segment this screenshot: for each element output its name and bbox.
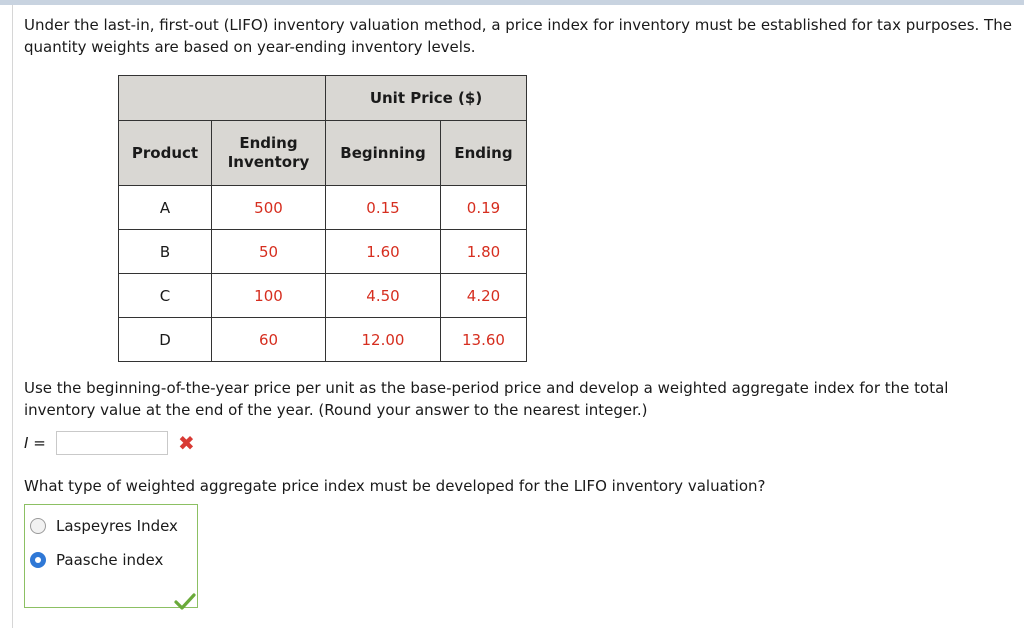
ending-price-cell: 13.60 <box>440 317 527 362</box>
ending-header: Ending <box>440 120 527 186</box>
unit-price-header: Unit Price ($) <box>325 75 527 121</box>
intro-text: Under the last-in, first-out (LIFO) inve… <box>24 16 1012 56</box>
answer-row: I = ✖ <box>24 430 195 456</box>
radio-selected-icon[interactable] <box>30 552 46 568</box>
product-cell: A <box>118 185 212 230</box>
ending-inventory-cell: 60 <box>211 317 326 362</box>
table-row: C 100 4.50 4.20 <box>118 273 527 318</box>
beginning-price-cell: 1.60 <box>325 229 441 274</box>
inventory-table: Unit Price ($) Product Ending Inventory … <box>118 75 527 362</box>
table-row: D 60 12.00 13.60 <box>118 317 527 362</box>
top-bar <box>0 0 1024 5</box>
choice-label: Laspeyres Index <box>56 517 178 535</box>
beginning-price-cell: 0.15 <box>325 185 441 230</box>
ending-inventory-header: Ending Inventory <box>211 120 326 186</box>
table-corner-cell <box>118 75 326 121</box>
table-row: A 500 0.15 0.19 <box>118 185 527 230</box>
x-icon: ✖ <box>178 431 195 455</box>
ending-price-cell: 1.80 <box>440 229 527 274</box>
answer-choices: Laspeyres Index Paasche index <box>24 504 198 610</box>
ending-price-cell: 4.20 <box>440 273 527 318</box>
product-header: Product <box>118 120 212 186</box>
ending-inventory-header-text: Ending Inventory <box>227 134 310 171</box>
index-answer-input[interactable] <box>56 431 168 455</box>
ending-inventory-cell: 50 <box>211 229 326 274</box>
beginning-price-cell: 12.00 <box>325 317 441 362</box>
choice-paasche[interactable]: Paasche index <box>30 549 163 571</box>
product-cell: C <box>118 273 212 318</box>
ending-inventory-cell: 100 <box>211 273 326 318</box>
question-1-text: Use the beginning-of-the-year price per … <box>24 379 949 419</box>
index-label: I = <box>24 434 46 452</box>
beginning-header: Beginning <box>325 120 441 186</box>
table-row: B 50 1.60 1.80 <box>118 229 527 274</box>
choice-laspeyres[interactable]: Laspeyres Index <box>30 515 178 537</box>
radio-unselected-icon[interactable] <box>30 518 46 534</box>
choice-label: Paasche index <box>56 551 164 569</box>
left-border <box>12 5 13 628</box>
product-cell: D <box>118 317 212 362</box>
checkmark-icon <box>174 593 196 610</box>
question-2-text: What type of weighted aggregate price in… <box>24 477 766 495</box>
ending-price-cell: 0.19 <box>440 185 527 230</box>
ending-inventory-cell: 500 <box>211 185 326 230</box>
beginning-price-cell: 4.50 <box>325 273 441 318</box>
product-cell: B <box>118 229 212 274</box>
